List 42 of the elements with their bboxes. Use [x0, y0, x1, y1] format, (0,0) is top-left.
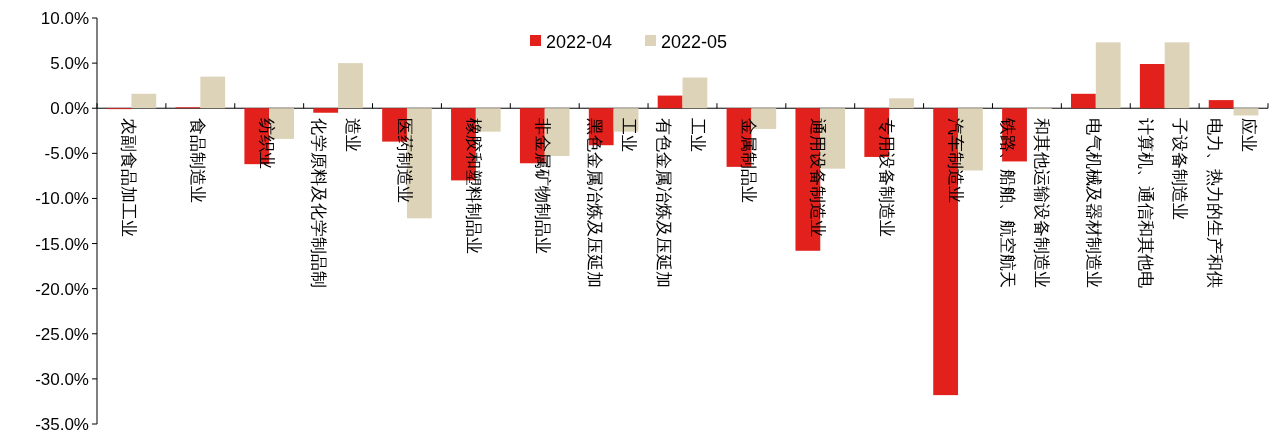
y-tick-label: -20.0%: [35, 279, 89, 299]
x-tick-label: 金属制品业: [739, 118, 759, 204]
x-tick-label: 电力、热力的生产和供应业: [1204, 118, 1258, 289]
y-tick-label: -35.0%: [35, 414, 89, 434]
legend-label: 2022-04: [546, 32, 613, 53]
x-tick-label: 计算机、通信和其他电子设备制造业: [1135, 118, 1189, 289]
bar: [682, 77, 708, 109]
bar: [200, 76, 226, 109]
y-tick-label: 0.0%: [50, 99, 89, 119]
legend-label: 2022-05: [661, 32, 728, 53]
bar: [889, 98, 914, 109]
x-tick-label: 有色金属冶炼及压延加工业: [653, 118, 707, 289]
bar: [1071, 93, 1096, 109]
y-tick-label: -30.0%: [35, 369, 89, 389]
bar: [1164, 42, 1190, 109]
x-tick-label: 农副食品加工业: [119, 118, 139, 238]
y-tick-label: -15.0%: [35, 234, 89, 254]
bar: [1233, 108, 1259, 116]
x-tick-label: 专用设备制造业: [877, 118, 897, 238]
x-tick-label: 铁路、船舶、航空航天和其他运输设备制造业: [997, 117, 1051, 289]
y-tick-label: 5.0%: [50, 54, 89, 74]
x-tick-label: 非金属矿物制品业: [532, 118, 552, 255]
x-tick-label: 黑色金属冶炼及压延加工业: [584, 118, 638, 289]
bar: [131, 93, 157, 109]
x-tick-label: 纺织业: [257, 118, 277, 170]
x-tick-label: 电气机械及器材制造业: [1083, 118, 1103, 289]
x-tick-label: 汽车制造业: [946, 118, 966, 204]
x-tick-label: 食品制造业: [188, 118, 208, 204]
bar: [1208, 100, 1234, 109]
x-tick-label: 化学原料及化学制品制造业: [309, 118, 363, 289]
y-tick-label: -5.0%: [44, 144, 89, 164]
bar: [1139, 64, 1165, 109]
bar: [313, 108, 339, 113]
bar: [338, 63, 363, 109]
y-tick-label: -25.0%: [35, 324, 89, 344]
x-tick-label: 通用设备制造业: [808, 118, 828, 238]
x-tick-label: 医药制造业: [394, 118, 414, 204]
bar: [1095, 42, 1121, 109]
y-tick-label: -10.0%: [35, 189, 89, 209]
x-tick-label: 橡胶和塑料制品业: [463, 118, 483, 255]
y-tick-label: 10.0%: [40, 8, 89, 28]
bar: [657, 95, 683, 109]
